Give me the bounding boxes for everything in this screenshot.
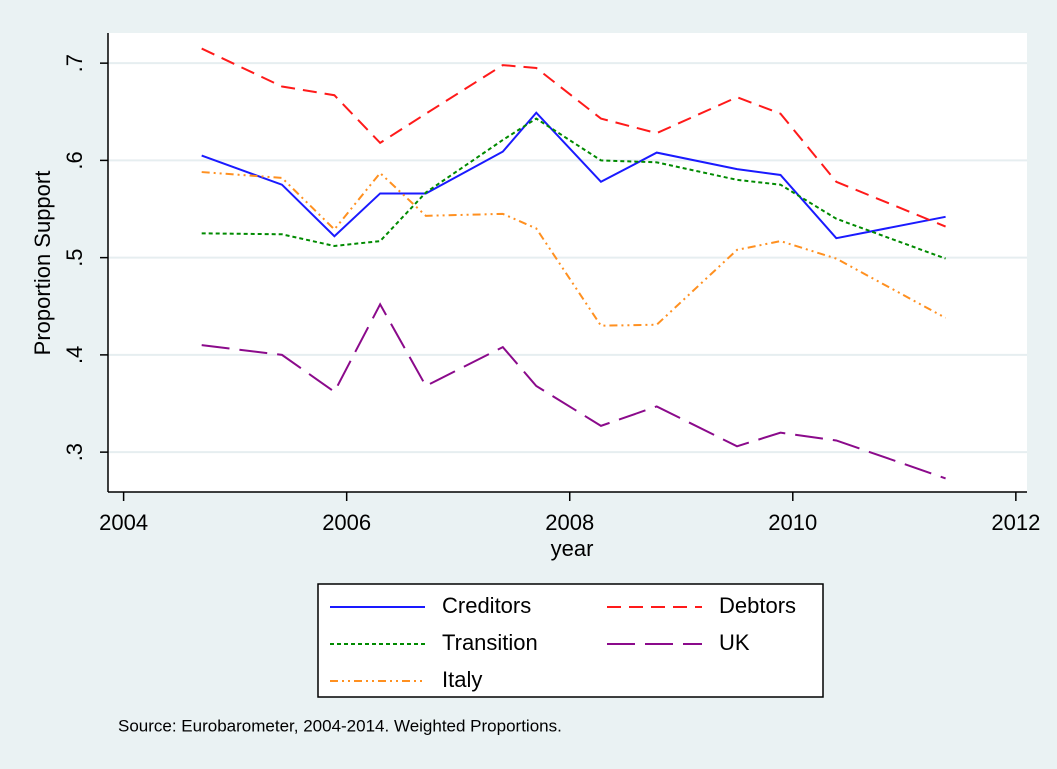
series-line (201, 47, 946, 228)
y-tick-label: .5 (62, 248, 87, 266)
y-tick-label: .3 (62, 443, 87, 461)
y-axis-label: Proportion Support (30, 171, 55, 356)
series-line (201, 171, 947, 327)
legend-label: Creditors (442, 593, 531, 618)
y-tick-label: .6 (62, 151, 87, 169)
legend (317, 583, 824, 698)
series-line (201, 117, 946, 260)
legend-label: UK (719, 630, 750, 655)
legend-label: Transition (442, 630, 538, 655)
plot-area (108, 33, 1027, 492)
x-tick-label: 2012 (991, 510, 1040, 535)
y-tick-label: .4 (62, 346, 87, 364)
source-note: Source: Eurobarometer, 2004-2014. Weight… (118, 716, 562, 735)
series-line (201, 302, 946, 480)
x-axis-label: year (551, 536, 594, 561)
y-tick-label: .7 (62, 54, 87, 72)
x-tick-label: 2006 (322, 510, 371, 535)
legend-label: Debtors (719, 593, 796, 618)
series-line (201, 111, 946, 240)
x-tick-label: 2004 (99, 510, 148, 535)
legend-label: Italy (442, 667, 482, 692)
x-tick-label: 2010 (768, 510, 817, 535)
x-tick-label: 2008 (545, 510, 594, 535)
